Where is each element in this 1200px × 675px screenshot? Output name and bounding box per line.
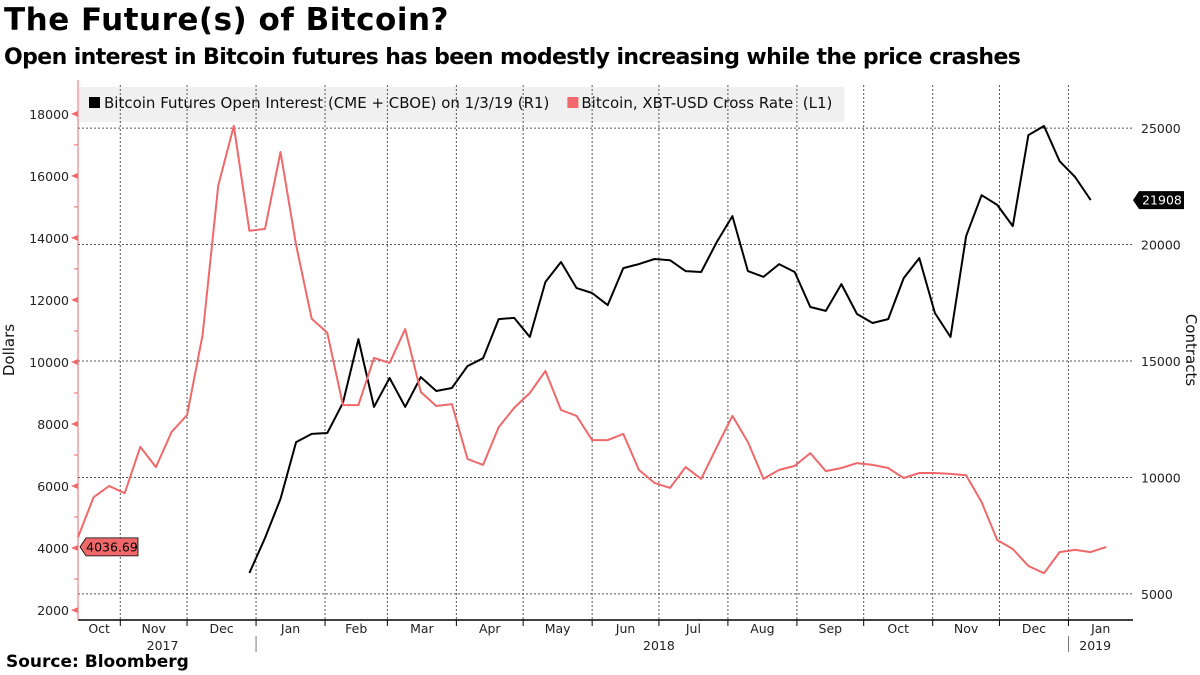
legend-label-open-interest: Bitcoin Futures Open Interest (CME + CBO… xyxy=(104,94,549,112)
y-left-tick-label: 2000 xyxy=(37,603,69,618)
y-left-tick-mark xyxy=(71,296,78,303)
y-left-tick-label: 10000 xyxy=(29,355,69,370)
x-month-label: Jan xyxy=(280,621,300,636)
x-month-label: Dec xyxy=(1022,621,1046,636)
x-month-label: Mar xyxy=(410,621,434,636)
x-month-label: Jun xyxy=(615,621,636,636)
y-right-tick-label: 5000 xyxy=(1141,587,1173,602)
x-year-label: 2017 xyxy=(147,638,179,653)
y-right-label: Contracts xyxy=(1182,314,1200,387)
y-right-tick-label: 10000 xyxy=(1141,470,1181,485)
x-year-label: 2019 xyxy=(1079,638,1111,653)
y-left-label: Dollars xyxy=(0,324,18,376)
open-interest-last-value: 21908 xyxy=(1142,193,1182,208)
x-month-label: Dec xyxy=(209,621,233,636)
chart-subtitle: Open interest in Bitcoin futures has bee… xyxy=(4,45,1021,70)
x-month-label: Apr xyxy=(479,621,501,636)
y-left-tick-label: 16000 xyxy=(29,169,69,184)
legend: Bitcoin Futures Open Interest (CME + CBO… xyxy=(89,94,832,112)
x-month-label: Sep xyxy=(819,621,843,636)
y-left-tick-mark xyxy=(71,110,78,117)
y-left-tick-label: 4000 xyxy=(37,541,69,556)
y-right-tick-label: 20000 xyxy=(1141,238,1181,253)
x-month-label: Feb xyxy=(345,621,367,636)
x-month-label: Nov xyxy=(954,621,979,636)
y-left-tick-mark xyxy=(71,607,78,614)
legend-label-price: Bitcoin, XBT-USD Cross Rate (L1) xyxy=(581,94,832,112)
legend-band xyxy=(79,87,845,122)
price-last-value-badge xyxy=(79,537,139,557)
y-left-tick-label: 18000 xyxy=(29,107,69,122)
legend-swatch-open-interest xyxy=(89,97,100,108)
y-left-tick-label: 8000 xyxy=(37,417,69,432)
price-line xyxy=(77,124,1107,575)
x-month-label: Nov xyxy=(141,621,166,636)
chart-title: The Future(s) of Bitcoin? xyxy=(4,2,450,38)
y-left-tick-mark xyxy=(71,420,78,427)
y-left-tick-label: 12000 xyxy=(29,293,69,308)
y-right-tick-label: 15000 xyxy=(1141,354,1181,369)
source-note: Source: Bloomberg xyxy=(6,652,189,672)
y-left-tick-label: 6000 xyxy=(37,479,69,494)
legend-swatch-price xyxy=(567,97,579,108)
x-year-label: 2018 xyxy=(643,638,675,653)
y-left-tick-mark xyxy=(71,358,78,365)
y-left-tick-mark xyxy=(71,172,78,179)
x-month-label: Jan xyxy=(1090,621,1110,636)
y-left-tick-label: 14000 xyxy=(29,231,69,246)
x-month-label: Oct xyxy=(88,621,110,636)
y-left-tick-mark xyxy=(71,545,78,552)
y-right-tick-label: 25000 xyxy=(1141,121,1181,136)
x-month-label: May xyxy=(545,621,571,636)
open-interest-line xyxy=(248,125,1092,574)
x-month-label: Jul xyxy=(685,621,701,636)
y-left-tick-mark xyxy=(71,234,78,241)
y-left-tick-mark xyxy=(71,483,78,490)
price-last-value: 4036.69 xyxy=(86,539,138,554)
open-interest-last-value-badge xyxy=(1133,191,1184,210)
x-month-label: Oct xyxy=(887,621,909,636)
x-month-label: Aug xyxy=(750,621,774,636)
